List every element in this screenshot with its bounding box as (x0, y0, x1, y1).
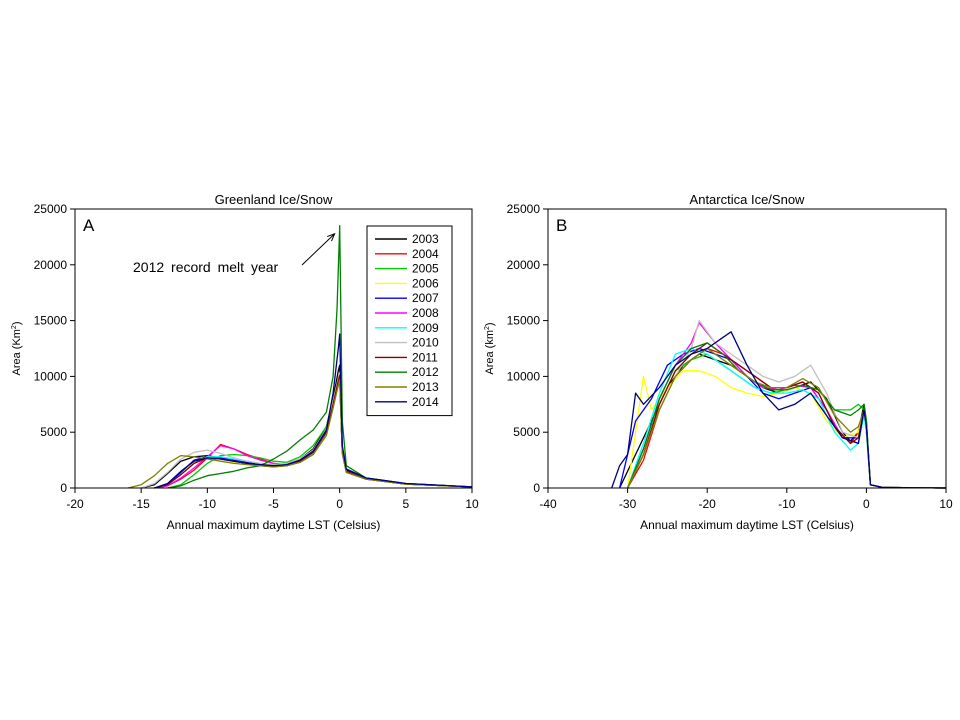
plot-area: -20 -15 -10 -5 0 5 10 0 5000 10000 15000 20000 25000 (34, 202, 479, 511)
series-line-2005 (627, 353, 947, 489)
x-tick-label: -5 (268, 497, 279, 511)
y-axis-label-superscript: 2 (11, 325, 18, 329)
x-axis-label: Annual maximum daytime LST (Celsius) (167, 518, 381, 532)
series-line-2010 (627, 319, 947, 489)
x-tick-label: 10 (465, 497, 479, 511)
y-tick-label: 0 (533, 481, 540, 495)
legend-label: 2008 (412, 306, 439, 320)
series-line-2008 (626, 322, 947, 489)
x-tick-label: -20 (699, 497, 717, 511)
legend-label: 2009 (412, 321, 439, 335)
x-axis-label: Annual maximum daytime LST (Celsius) (640, 518, 854, 532)
y-axis-label-text: Area (km (484, 330, 496, 375)
y-tick-label: 15000 (507, 314, 541, 328)
series-line-2014 (611, 331, 947, 489)
plot-area: -40 -30 -20 -10 0 10 0 5000 10000 15000 20000 25000 (507, 202, 953, 511)
y-tick-label: 5000 (513, 425, 540, 439)
y-tick-label: 25000 (34, 202, 68, 216)
legend-label: 2003 (412, 232, 439, 246)
panel-letter: A (83, 216, 95, 235)
x-tick-label: -10 (778, 497, 796, 511)
legend-box (366, 225, 453, 417)
series-line-2013 (127, 379, 473, 489)
y-axis-label-close: ) (11, 321, 23, 325)
plot-frame (547, 208, 947, 489)
legend-label: 2011 (412, 350, 438, 364)
x-tick-label: -15 (132, 497, 150, 511)
x-tick-label: -40 (539, 497, 557, 511)
series-line-2009 (626, 347, 947, 489)
y-tick-label: 25000 (507, 202, 541, 216)
panel-greenland: Greenland Ice/Snow A Annual maximum dayt… (11, 192, 479, 532)
x-tick-label: 0 (863, 497, 870, 511)
series-line-2006 (626, 370, 947, 489)
x-tick-label: 0 (336, 497, 343, 511)
legend-label: 2004 (412, 247, 439, 261)
annotation-text: 2012 record melt year (133, 259, 279, 275)
y-tick-label: 20000 (34, 258, 68, 272)
y-tick-label: 0 (60, 481, 67, 495)
legend: 2003200420052006200720082009201020112012… (366, 225, 453, 417)
annotation-arrow (301, 233, 336, 266)
panel-antarctica: Antarctica Ice/Snow B Annual maximum day… (484, 192, 953, 532)
x-tick-label: -30 (619, 497, 637, 511)
y-axis-label-superscript: 2 (484, 326, 491, 330)
y-tick-label: 20000 (507, 258, 541, 272)
y-axis-label-close: ) (484, 322, 496, 326)
annotation: 2012 record melt year (133, 232, 336, 275)
y-tick-label: 10000 (34, 369, 68, 383)
legend-label: 2014 (412, 395, 439, 409)
x-tick-label: 10 (939, 497, 953, 511)
chart-title: Antarctica Ice/Snow (690, 192, 805, 207)
y-tick-label: 5000 (40, 425, 67, 439)
series-line-2012 (626, 342, 947, 489)
chart-title: Greenland Ice/Snow (215, 192, 333, 207)
legend-label: 2006 (412, 276, 439, 290)
legend-label: 2013 (412, 380, 439, 394)
series-line-2014 (154, 333, 473, 489)
series-line-2004 (627, 347, 947, 489)
series-line-2013 (627, 347, 947, 489)
y-tick-label: 10000 (507, 369, 541, 383)
legend-label: 2005 (412, 262, 439, 276)
y-axis-label-text: Area (Km (11, 329, 23, 375)
y-tick-label: 15000 (34, 314, 68, 328)
x-tick-label: -20 (66, 497, 84, 511)
panel-letter: B (556, 216, 567, 235)
legend-label: 2012 (412, 365, 439, 379)
annotation-arrowhead (327, 232, 336, 242)
x-tick-label: -10 (199, 497, 217, 511)
y-axis-label: Area (km2) (484, 322, 496, 374)
legend-label: 2007 (412, 291, 439, 305)
y-axis-label: Area (Km2) (11, 321, 23, 375)
series-line-2012 (167, 225, 473, 489)
legend-label: 2010 (412, 336, 439, 350)
x-tick-label: 5 (402, 497, 409, 511)
